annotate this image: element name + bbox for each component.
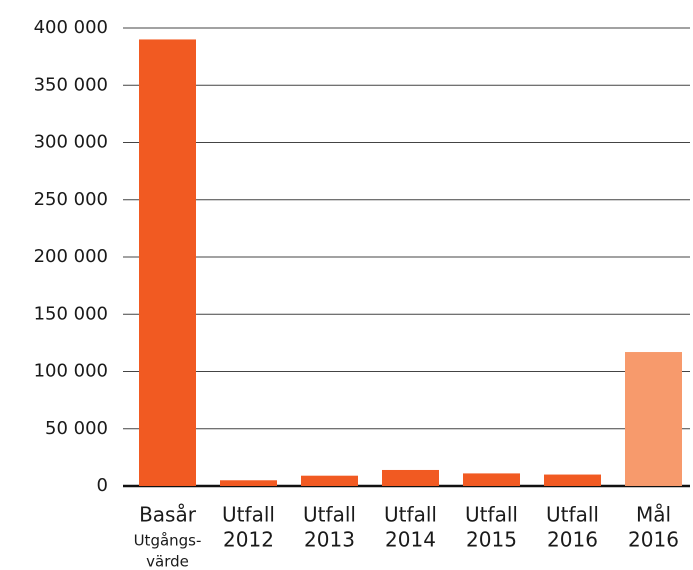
bar [301, 475, 358, 486]
x-tick-label: 2013 [304, 528, 355, 552]
x-tick-label: Utfall [222, 503, 275, 527]
bar [139, 39, 196, 486]
y-tick-label: 350 000 [34, 74, 108, 95]
x-tick-label: Utfall [303, 503, 356, 527]
y-tick-label: 250 000 [34, 189, 108, 210]
y-tick-label: 300 000 [34, 132, 108, 153]
x-tick-label: 2016 [628, 528, 679, 552]
x-tick-label: 2016 [547, 528, 598, 552]
x-tick-label: 2012 [223, 528, 274, 552]
bar [625, 352, 682, 486]
bar [544, 474, 601, 486]
bar [382, 469, 439, 486]
y-tick-label: 400 000 [34, 17, 108, 38]
x-tick-label: Mål [636, 503, 671, 527]
y-tick-label: 100 000 [34, 361, 108, 382]
x-tick-label: Utgångs- [134, 532, 202, 550]
x-tick-label: Basår [139, 503, 197, 527]
y-tick-label: 0 [97, 475, 108, 496]
y-tick-label: 150 000 [34, 303, 108, 324]
y-tick-label: 200 000 [34, 246, 108, 267]
x-tick-label: Utfall [465, 503, 518, 527]
bar [463, 473, 520, 486]
x-tick-label: 2015 [466, 528, 517, 552]
y-tick-label: 50 000 [45, 418, 108, 439]
x-tick-label: 2014 [385, 528, 436, 552]
x-tick-label: Utfall [546, 503, 599, 527]
x-tick-label: Utfall [384, 503, 437, 527]
bar [220, 480, 277, 486]
x-tick-label: värde [146, 553, 189, 570]
